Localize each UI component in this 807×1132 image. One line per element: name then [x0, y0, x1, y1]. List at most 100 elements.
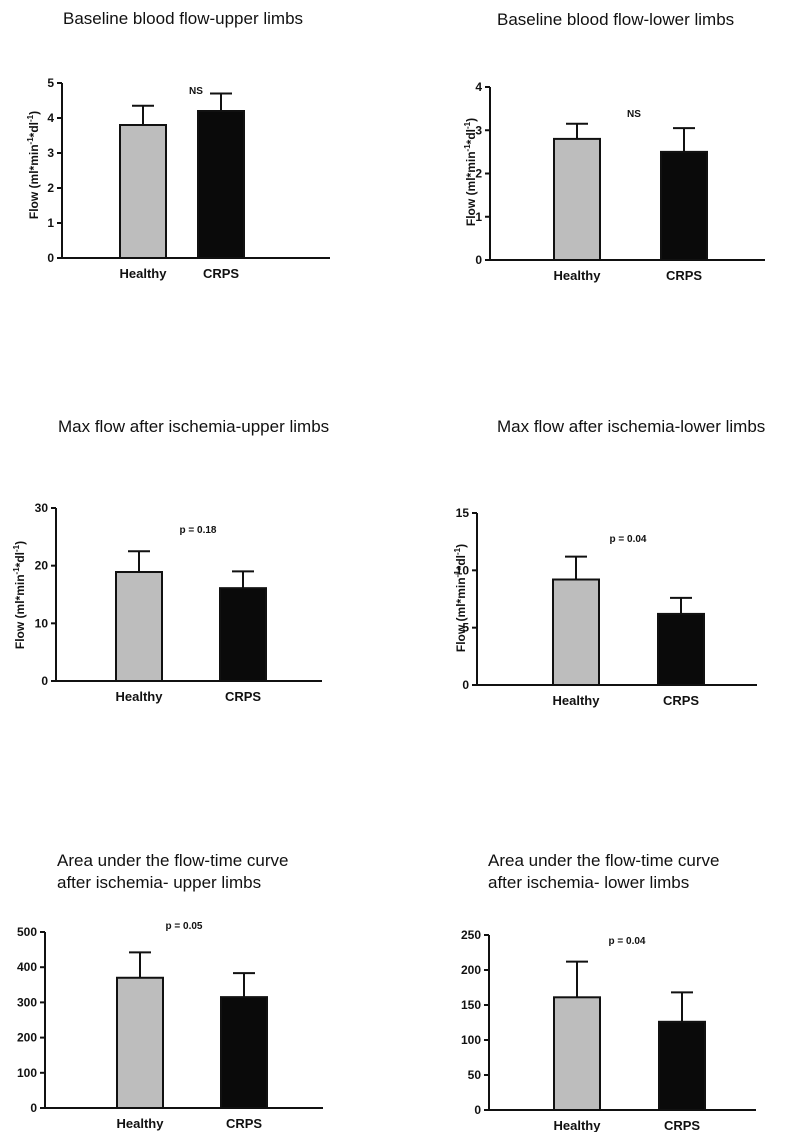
- y-tick-label: 1: [475, 210, 482, 224]
- y-tick-label: 0: [47, 251, 54, 265]
- y-tick-label: 10: [456, 563, 470, 577]
- category-label: Healthy: [554, 268, 602, 283]
- y-tick-label: 4: [475, 80, 482, 94]
- bar-healthy: [116, 976, 164, 1110]
- y-axis-label-mid: *dl: [464, 129, 478, 144]
- significance-annotation: p = 0.04: [609, 936, 646, 947]
- y-tick-label: 20: [35, 559, 49, 573]
- y-axis-label-sup1: -1: [26, 137, 35, 145]
- y-tick-label: 50: [468, 1068, 482, 1082]
- category-label: Healthy: [120, 266, 168, 281]
- y-tick-label: 3: [47, 146, 54, 160]
- y-axis-label-sup1: -1: [463, 144, 472, 152]
- y-axis-label-sup2: -1: [453, 547, 462, 555]
- y-tick-label: 5: [47, 76, 54, 90]
- y-tick-label: 100: [17, 1066, 37, 1080]
- category-label: CRPS: [226, 1116, 262, 1131]
- y-tick-label: 0: [462, 678, 469, 692]
- y-axis-label: Flow (ml*min-1*dl-1): [26, 111, 41, 219]
- significance-annotation: p = 0.04: [610, 534, 647, 545]
- chart-panel-6: Area under the flow-time curve after isch…: [461, 851, 756, 1132]
- y-tick-label: 400: [17, 960, 37, 974]
- y-axis-label-sup1: -1: [12, 567, 21, 575]
- y-axis-label-end: ): [454, 544, 468, 548]
- bar-crps: [660, 150, 708, 261]
- y-tick-label: 300: [17, 995, 37, 1009]
- bar-crps: [219, 587, 267, 683]
- y-tick-label: 5: [462, 621, 469, 635]
- chart-title: Area under the flow-time curve: [57, 851, 289, 870]
- y-axis-label-main: Flow (ml*min: [13, 574, 27, 649]
- bar-healthy: [552, 578, 600, 686]
- y-tick-label: 0: [41, 674, 48, 688]
- bar-crps: [657, 612, 705, 687]
- y-tick-label: 2: [47, 181, 54, 195]
- significance-annotation: p = 0.05: [166, 921, 203, 932]
- chart-panel-3: Max flow after ischemia-upper limbs 0 10 20…: [12, 417, 329, 704]
- y-tick-label: 3: [475, 123, 482, 137]
- category-label: CRPS: [664, 1118, 700, 1132]
- y-tick-label: 200: [17, 1031, 37, 1045]
- y-axis-label-main: Flow (ml*min: [27, 144, 41, 219]
- chart-title: Max flow after ischemia-upper limbs: [58, 417, 329, 436]
- y-axis-label-end: ): [464, 118, 478, 122]
- chart-title: Baseline blood flow-upper limbs: [63, 9, 303, 28]
- bar-crps: [220, 996, 268, 1109]
- chart-panel-4: Max flow after ischemia-lower limbs 0 5 10 1…: [453, 417, 765, 708]
- chart-title: after ischemia- upper limbs: [57, 873, 261, 892]
- chart-title: after ischemia- lower limbs: [488, 873, 689, 892]
- y-tick-label: 500: [17, 925, 37, 939]
- y-axis-label-sup2: -1: [26, 114, 35, 122]
- significance-annotation: NS: [627, 109, 641, 120]
- chart-title: Baseline blood flow-lower limbs: [497, 10, 734, 29]
- y-tick-label: 4: [47, 111, 54, 125]
- category-label: Healthy: [554, 1118, 602, 1132]
- y-axis-label-mid: *dl: [13, 552, 27, 567]
- category-label: Healthy: [117, 1116, 165, 1131]
- y-axis-label-sup1: -1: [453, 570, 462, 578]
- y-tick-label: 250: [461, 928, 481, 942]
- y-tick-label: 200: [461, 963, 481, 977]
- bar-healthy: [553, 996, 601, 1111]
- category-label: CRPS: [663, 693, 699, 708]
- y-axis-label-end: ): [13, 541, 27, 545]
- chart-panel-1: Baseline blood flow-upper limbs 0 1 2 3 4 5 Hea…: [26, 9, 330, 281]
- significance-annotation: NS: [189, 86, 203, 97]
- y-axis-label-sup2: -1: [463, 121, 472, 129]
- bar-crps: [658, 1020, 706, 1111]
- chart-title: Area under the flow-time curve: [488, 851, 720, 870]
- y-axis-label-sup2: -1: [12, 544, 21, 552]
- y-tick-label: 30: [35, 501, 49, 515]
- chart-title: Max flow after ischemia-lower limbs: [497, 417, 765, 436]
- category-label: Healthy: [553, 693, 601, 708]
- category-label: Healthy: [116, 689, 164, 704]
- y-tick-label: 0: [475, 253, 482, 267]
- category-label: CRPS: [203, 266, 239, 281]
- y-axis-label: Flow (ml*min-1*dl-1): [12, 541, 27, 649]
- y-tick-label: 150: [461, 998, 481, 1012]
- significance-annotation: p = 0.18: [180, 525, 217, 536]
- chart-panel-5: Area under the flow-time curve after isch…: [17, 851, 323, 1131]
- bar-healthy: [553, 137, 601, 261]
- y-axis-label-main: Flow (ml*min: [464, 151, 478, 226]
- y-axis-label: Flow (ml*min-1*dl-1): [463, 118, 478, 226]
- bar-crps: [197, 110, 245, 259]
- y-tick-label: 100: [461, 1033, 481, 1047]
- y-axis-label-main: Flow (ml*min: [454, 577, 468, 652]
- y-tick-label: 1: [47, 216, 54, 230]
- y-axis-label-mid: *dl: [454, 555, 468, 570]
- y-tick-label: 2: [475, 167, 482, 181]
- chart-panel-2: Baseline blood flow-lower limbs 0 1 2 3 4 Heal…: [463, 10, 765, 283]
- y-axis-label-mid: *dl: [27, 122, 41, 137]
- y-tick-label: 15: [456, 506, 470, 520]
- bar-healthy: [115, 571, 163, 683]
- category-label: CRPS: [225, 689, 261, 704]
- y-tick-label: 0: [30, 1101, 37, 1115]
- bar-healthy: [119, 124, 167, 259]
- y-tick-label: 0: [474, 1103, 481, 1117]
- y-axis-label-end: ): [27, 111, 41, 115]
- category-label: CRPS: [666, 268, 702, 283]
- y-axis-label: Flow (ml*min-1*dl-1): [453, 544, 468, 652]
- y-tick-label: 10: [35, 616, 49, 630]
